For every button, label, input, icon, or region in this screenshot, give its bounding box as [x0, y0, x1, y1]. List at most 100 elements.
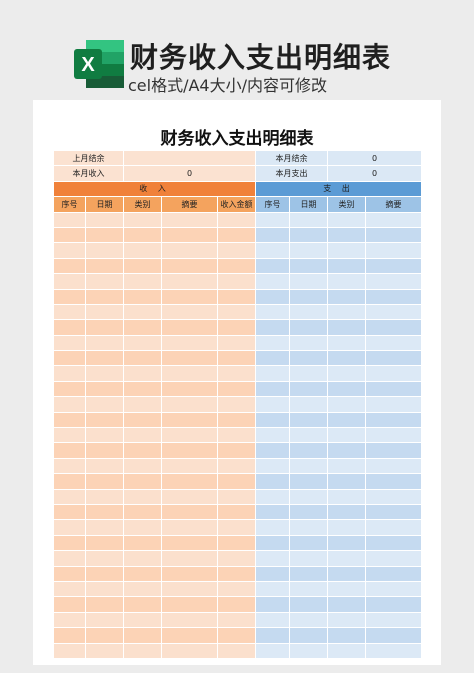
income-cell[interactable] [85, 488, 124, 505]
income-cell[interactable] [123, 442, 162, 459]
expense-cell[interactable] [289, 350, 329, 367]
month-income-value[interactable]: 0 [122, 165, 257, 182]
income-cell[interactable] [53, 226, 86, 244]
income-cell[interactable] [53, 396, 86, 413]
expense-cell[interactable] [255, 442, 291, 459]
expense-cell[interactable] [255, 303, 291, 321]
income-cell[interactable] [53, 534, 86, 552]
income-cell[interactable] [216, 288, 257, 305]
expense-cell[interactable] [327, 488, 367, 505]
income-cell[interactable] [216, 503, 257, 521]
expense-cell[interactable] [365, 611, 423, 629]
income-cell[interactable] [216, 257, 257, 275]
income-cell[interactable] [123, 303, 162, 321]
expense-cell[interactable] [255, 550, 291, 567]
expense-cell[interactable] [255, 473, 291, 490]
expense-cell[interactable] [289, 473, 329, 490]
income-cell[interactable] [85, 226, 124, 244]
expense-cell[interactable] [289, 396, 329, 413]
income-cell[interactable] [53, 519, 86, 536]
income-cell[interactable] [216, 273, 257, 290]
expense-cell[interactable] [365, 488, 423, 505]
expense-cell[interactable] [289, 242, 329, 259]
expense-cell[interactable] [365, 550, 423, 567]
income-cell[interactable] [161, 396, 218, 413]
income-cell[interactable] [123, 288, 162, 305]
expense-cell[interactable] [365, 596, 423, 613]
income-cell[interactable] [53, 242, 86, 259]
income-cell[interactable] [85, 627, 124, 644]
income-cell[interactable] [85, 273, 124, 290]
expense-cell[interactable] [365, 334, 423, 352]
income-cell[interactable] [216, 365, 257, 382]
expense-cell[interactable] [327, 319, 367, 336]
month-expense-value[interactable]: 0 [327, 165, 423, 182]
expense-cell[interactable] [327, 457, 367, 475]
income-cell[interactable] [85, 550, 124, 567]
income-cell[interactable] [161, 273, 218, 290]
expense-cell[interactable] [255, 226, 291, 244]
expense-cell[interactable] [365, 350, 423, 367]
income-cell[interactable] [216, 350, 257, 367]
income-cell[interactable] [53, 288, 86, 305]
expense-cell[interactable] [289, 565, 329, 582]
income-cell[interactable] [216, 211, 257, 228]
expense-cell[interactable] [289, 519, 329, 536]
income-cell[interactable] [85, 350, 124, 367]
expense-cell[interactable] [255, 427, 291, 444]
expense-cell[interactable] [327, 565, 367, 582]
income-cell[interactable] [85, 642, 124, 659]
income-cell[interactable] [85, 380, 124, 398]
income-cell[interactable] [161, 380, 218, 398]
income-cell[interactable] [85, 503, 124, 521]
income-cell[interactable] [85, 365, 124, 382]
income-cell[interactable] [53, 442, 86, 459]
expense-cell[interactable] [327, 396, 367, 413]
income-cell[interactable] [161, 580, 218, 598]
expense-cell[interactable] [255, 596, 291, 613]
income-cell[interactable] [216, 396, 257, 413]
income-cell[interactable] [53, 334, 86, 352]
income-cell[interactable] [123, 488, 162, 505]
expense-cell[interactable] [365, 411, 423, 429]
income-cell[interactable] [85, 534, 124, 552]
income-cell[interactable] [161, 257, 218, 275]
income-cell[interactable] [53, 550, 86, 567]
expense-cell[interactable] [289, 488, 329, 505]
income-cell[interactable] [123, 365, 162, 382]
income-cell[interactable] [161, 319, 218, 336]
income-cell[interactable] [161, 242, 218, 259]
expense-cell[interactable] [289, 457, 329, 475]
expense-cell[interactable] [289, 411, 329, 429]
income-cell[interactable] [53, 503, 86, 521]
income-cell[interactable] [216, 411, 257, 429]
income-cell[interactable] [85, 473, 124, 490]
income-cell[interactable] [161, 642, 218, 659]
expense-cell[interactable] [365, 565, 423, 582]
income-cell[interactable] [123, 411, 162, 429]
income-cell[interactable] [85, 257, 124, 275]
expense-cell[interactable] [255, 519, 291, 536]
income-cell[interactable] [53, 411, 86, 429]
income-cell[interactable] [123, 350, 162, 367]
income-cell[interactable] [216, 442, 257, 459]
income-cell[interactable] [85, 580, 124, 598]
expense-cell[interactable] [327, 473, 367, 490]
expense-cell[interactable] [255, 380, 291, 398]
expense-cell[interactable] [289, 380, 329, 398]
income-cell[interactable] [123, 242, 162, 259]
income-cell[interactable] [216, 550, 257, 567]
income-cell[interactable] [161, 226, 218, 244]
expense-cell[interactable] [255, 627, 291, 644]
expense-cell[interactable] [327, 442, 367, 459]
income-cell[interactable] [123, 503, 162, 521]
prev-balance-value[interactable] [122, 149, 257, 167]
expense-cell[interactable] [327, 211, 367, 228]
income-cell[interactable] [53, 627, 86, 644]
income-cell[interactable] [85, 396, 124, 413]
income-cell[interactable] [85, 303, 124, 321]
income-cell[interactable] [123, 226, 162, 244]
expense-cell[interactable] [327, 365, 367, 382]
income-cell[interactable] [123, 473, 162, 490]
income-cell[interactable] [216, 303, 257, 321]
